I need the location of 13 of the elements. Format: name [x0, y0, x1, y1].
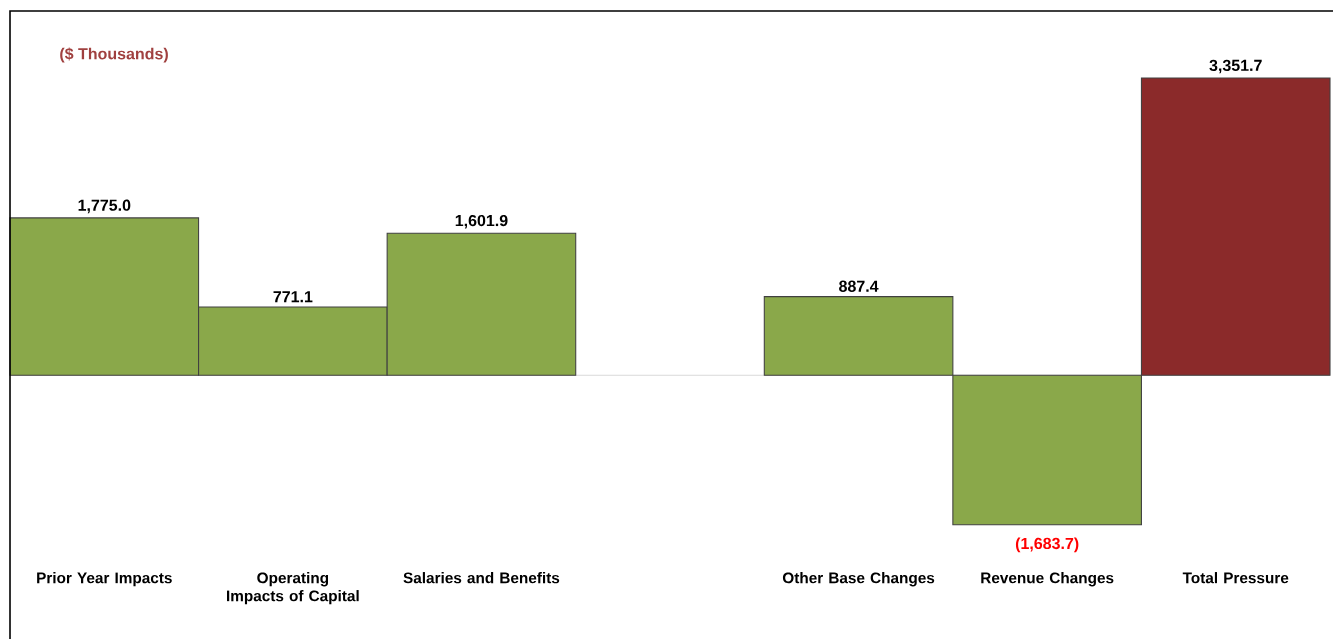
text: ($ Thousands): [60, 47, 168, 63]
x-tick-label: Operating Impacts of Capital: [227, 572, 359, 605]
data-label: 1,601.9: [455, 214, 508, 229]
x-tick-label: Prior Year Impacts: [37, 572, 172, 587]
data-label: 1,775.0: [78, 199, 131, 214]
data-label: (1,683.7): [1015, 537, 1079, 553]
x-tick-label: Salaries and Benefits: [403, 572, 560, 584]
x-tick-label: Total Pressure: [1182, 572, 1289, 584]
x-tick-label: Revenue Changes: [981, 572, 1114, 587]
data-label: 771.1: [273, 291, 313, 303]
data-label: 887.4: [839, 280, 879, 292]
x-tick-label: Other Base Changes: [782, 572, 935, 587]
data-label: 3,351.7: [1209, 59, 1262, 74]
